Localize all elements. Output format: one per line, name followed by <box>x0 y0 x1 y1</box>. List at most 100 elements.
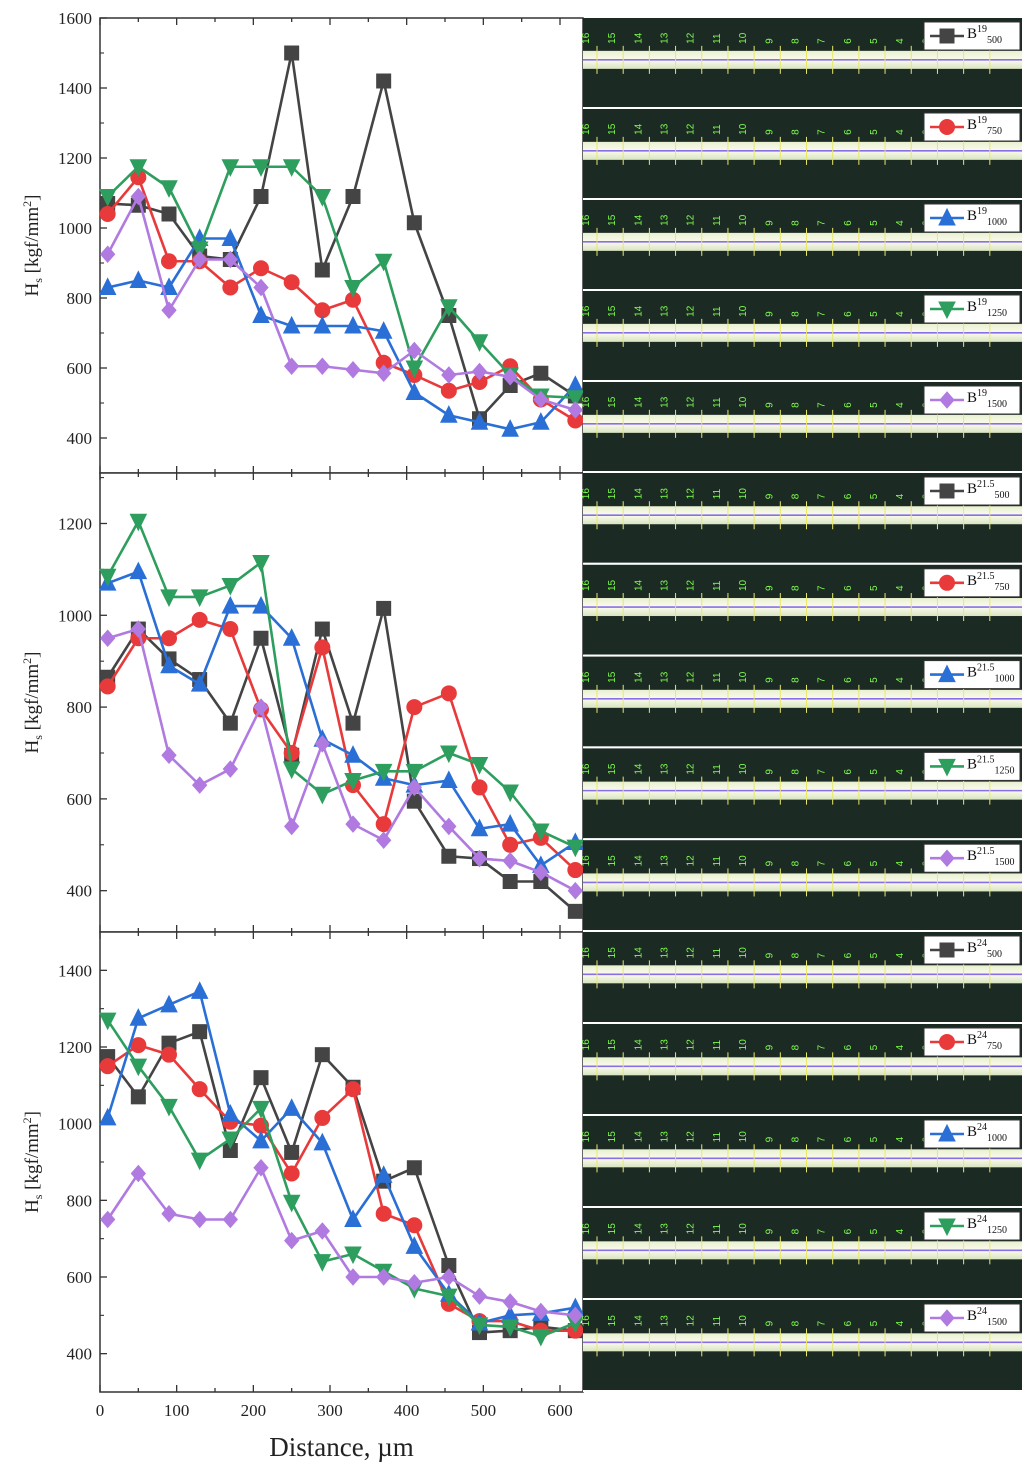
indent-number: 4 <box>895 220 906 226</box>
series-line <box>106 165 576 400</box>
indent-number: 11 <box>712 306 723 317</box>
data-point <box>98 568 117 587</box>
data-point <box>129 159 148 177</box>
indent-number: 6 <box>843 585 854 591</box>
indent-number: 4 <box>895 1044 906 1050</box>
indent-number: 15 <box>607 1131 618 1143</box>
indent-number: 14 <box>633 579 644 591</box>
indent-number: 16 <box>581 1131 592 1143</box>
legend-label: B191250 <box>967 297 1007 319</box>
data-point <box>222 621 239 638</box>
data-point <box>470 1317 489 1336</box>
indent-number: 7 <box>817 38 828 44</box>
data-point <box>130 1164 146 1183</box>
legend-label: B191000 <box>967 206 1007 228</box>
data-point <box>533 1302 549 1321</box>
indent-number: 7 <box>817 952 828 958</box>
indent-number: 14 <box>633 488 644 500</box>
indent-number: 8 <box>791 677 802 683</box>
series-line <box>107 237 577 431</box>
indent-number: 11 <box>712 1316 723 1327</box>
indent-number: 4 <box>895 402 906 408</box>
legend-marker <box>938 664 956 683</box>
series-line <box>106 607 577 913</box>
indent-number: 7 <box>817 220 828 226</box>
indent-number: 9 <box>764 38 775 44</box>
legend-label: B19750 <box>967 115 1002 137</box>
indent-number: 14 <box>633 305 644 317</box>
data-point <box>440 745 458 764</box>
data-point <box>129 513 148 532</box>
indent-number: 16 <box>581 855 592 867</box>
indent-number: 13 <box>660 32 671 44</box>
data-point <box>313 189 332 207</box>
data-point <box>284 1231 300 1250</box>
legend-marker <box>938 1123 956 1142</box>
legend-label: B21.51250 <box>967 754 1015 776</box>
y-tick-label: 600 <box>67 359 93 378</box>
data-point <box>406 341 422 360</box>
indent-number: 7 <box>817 311 828 317</box>
data-point <box>130 1089 146 1105</box>
indent-number: 9 <box>764 677 775 683</box>
data-point <box>190 674 209 692</box>
indent-number: 12 <box>686 1223 697 1235</box>
data-point <box>567 903 583 919</box>
indent-number: 13 <box>660 671 671 683</box>
indent-number: 13 <box>660 214 671 226</box>
legend-b21-5-750: B21.5750 <box>923 568 1021 598</box>
data-point <box>344 1209 362 1227</box>
indent-number: 6 <box>843 311 854 317</box>
y-tick-label: 1200 <box>58 1038 92 1057</box>
indent-number: 14 <box>633 396 644 408</box>
indent-number: 11 <box>712 33 723 44</box>
indent-number: 16 <box>581 123 592 135</box>
indent-number: 6 <box>843 860 854 866</box>
indent-number: 14 <box>633 1039 644 1051</box>
indent-number: 8 <box>791 220 802 226</box>
series-b21-5-1250 <box>98 513 585 858</box>
series-b21-5-1000 <box>98 561 585 873</box>
indent-number: 15 <box>607 1315 618 1327</box>
data-point <box>98 1107 117 1126</box>
data-point <box>501 814 519 832</box>
data-point <box>253 189 269 204</box>
legend-marker <box>939 1309 955 1327</box>
data-point <box>567 862 584 879</box>
indent-number: 13 <box>660 763 671 775</box>
y-tick-label: 400 <box>67 882 93 901</box>
indent-number: 11 <box>712 672 723 683</box>
data-point <box>282 628 301 646</box>
indent-number: 5 <box>869 1320 880 1326</box>
legend-marker <box>939 28 955 44</box>
data-point <box>161 1046 177 1063</box>
x-tick-label: 300 <box>317 1401 343 1420</box>
data-point <box>313 1132 332 1151</box>
data-point <box>405 1236 424 1254</box>
x-tick-label: 100 <box>164 1401 190 1420</box>
data-point <box>161 630 177 647</box>
data-point <box>160 589 178 608</box>
indent-number: 11 <box>712 580 723 591</box>
indent-number: 7 <box>817 585 828 591</box>
data-point <box>98 189 117 207</box>
legend-label: B24500 <box>967 938 1002 960</box>
data-point <box>406 1273 422 1292</box>
data-point <box>567 1306 583 1325</box>
data-point <box>100 245 116 264</box>
data-point <box>129 270 148 288</box>
indent-number: 14 <box>633 855 644 867</box>
indent-number: 4 <box>895 129 906 135</box>
legend-marker <box>938 1218 956 1237</box>
indent-number: 10 <box>738 488 749 500</box>
data-point <box>344 1246 362 1265</box>
data-point <box>252 595 270 614</box>
plots-layer: 4006008001000120014001600400600800100012… <box>58 9 585 1420</box>
indent-number: 9 <box>764 311 775 317</box>
data-point <box>130 187 146 206</box>
data-point <box>99 678 116 695</box>
y-tick-label: 1600 <box>58 9 92 28</box>
micrograph-3-4: 16151413121110987654321 <box>581 1208 1022 1300</box>
legend-marker <box>939 942 955 958</box>
indent-number: 4 <box>895 677 906 683</box>
